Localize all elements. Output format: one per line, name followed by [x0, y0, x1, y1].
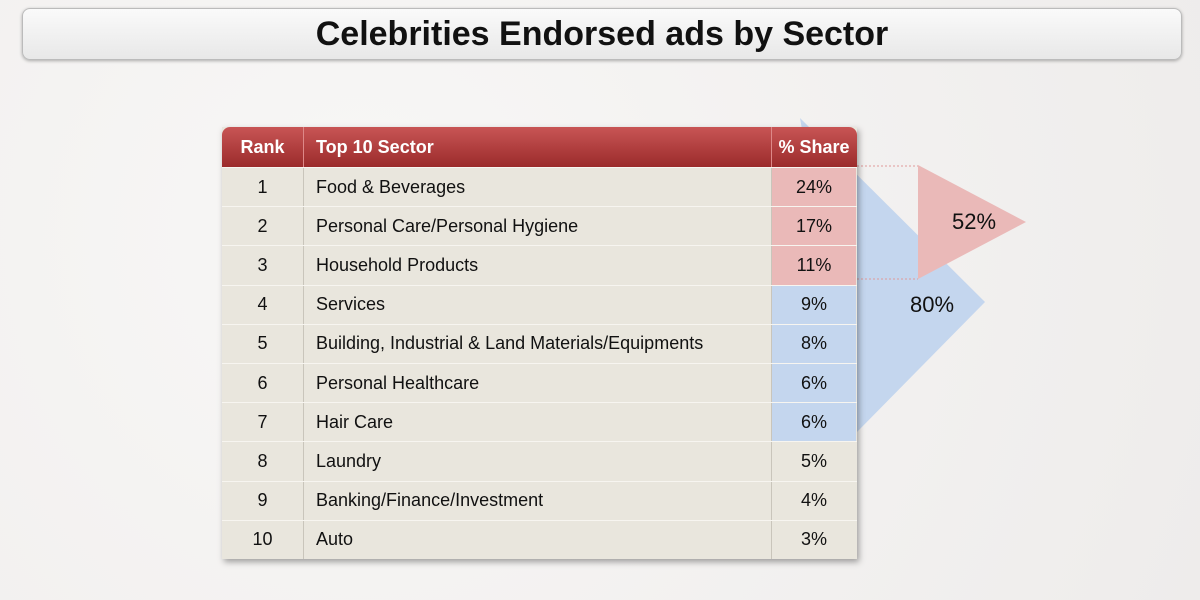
share-cell: 5% — [800, 450, 827, 471]
table-row: 5 Building, Industrial & Land Materials/E… — [222, 323, 857, 363]
header-share: % Share — [778, 136, 850, 157]
share-cell: 6% — [772, 403, 856, 442]
rank-cell: 7 — [222, 403, 304, 442]
rank-cell: 4 — [222, 285, 304, 324]
share-cell: 6% — [772, 363, 856, 403]
rank-cell: 3 — [222, 246, 304, 285]
table-row: 4 Services 9% — [222, 284, 857, 324]
sector-cell: Banking/Finance/Investment — [304, 481, 772, 520]
share-cell: 24% — [772, 168, 856, 207]
rank-cell: 5 — [222, 324, 304, 363]
table-row: 1 Food & Beverages 24% — [222, 167, 857, 207]
rank-cell: 8 — [222, 442, 304, 481]
sector-cell: Personal Care/Personal Hygiene — [304, 207, 772, 246]
header-sector: Top 10 Sector — [304, 127, 772, 167]
table-row: 3 Household Products 11% — [222, 245, 857, 285]
rank-cell: 1 — [222, 168, 304, 207]
top3-arrow — [918, 165, 1026, 279]
sector-table: Rank Top 10 Sector % Share 1 Food & Bever… — [222, 127, 857, 559]
table-row: 2 Personal Care/Personal Hygiene 17% — [222, 206, 857, 246]
rank-cell: 9 — [222, 481, 304, 520]
sector-cell: Laundry — [304, 442, 772, 481]
table-row: 7 Hair Care 6% — [222, 402, 857, 442]
sector-cell: Household Products — [304, 246, 772, 285]
table-row: 6 Personal Healthcare 6% — [222, 362, 857, 403]
rank-cell: 2 — [222, 207, 304, 246]
table-row: 8 Laundry 5% — [222, 441, 857, 481]
rank-cell: 10 — [222, 520, 304, 559]
share-cell: 11% — [772, 246, 856, 285]
sector-cell: Services — [304, 285, 772, 324]
top7-callout-label: 80% — [910, 292, 955, 317]
sector-cell: Personal Healthcare — [304, 363, 772, 403]
sector-cell: Building, Industrial & Land Materials/Eq… — [304, 324, 772, 363]
header-rank: Rank — [222, 127, 304, 167]
share-cell: 3% — [800, 529, 827, 550]
table-header: Rank Top 10 Sector % Share — [222, 127, 857, 167]
rank-cell: 6 — [222, 363, 304, 403]
sector-cell: Auto — [304, 520, 772, 559]
share-cell: 8% — [772, 324, 856, 363]
share-cell: 9% — [772, 285, 856, 324]
top3-callout-label: 52% — [952, 209, 997, 234]
table-row: 9 Banking/Finance/Investment 4% — [222, 480, 857, 520]
share-cell: 4% — [800, 490, 827, 511]
sector-cell: Food & Beverages — [304, 168, 772, 207]
share-cell: 17% — [772, 207, 856, 246]
slide-title: Celebrities Endorsed ads by Sector — [22, 8, 1182, 60]
sector-cell: Hair Care — [304, 403, 772, 442]
table-row: 10 Auto 3% — [222, 519, 857, 559]
